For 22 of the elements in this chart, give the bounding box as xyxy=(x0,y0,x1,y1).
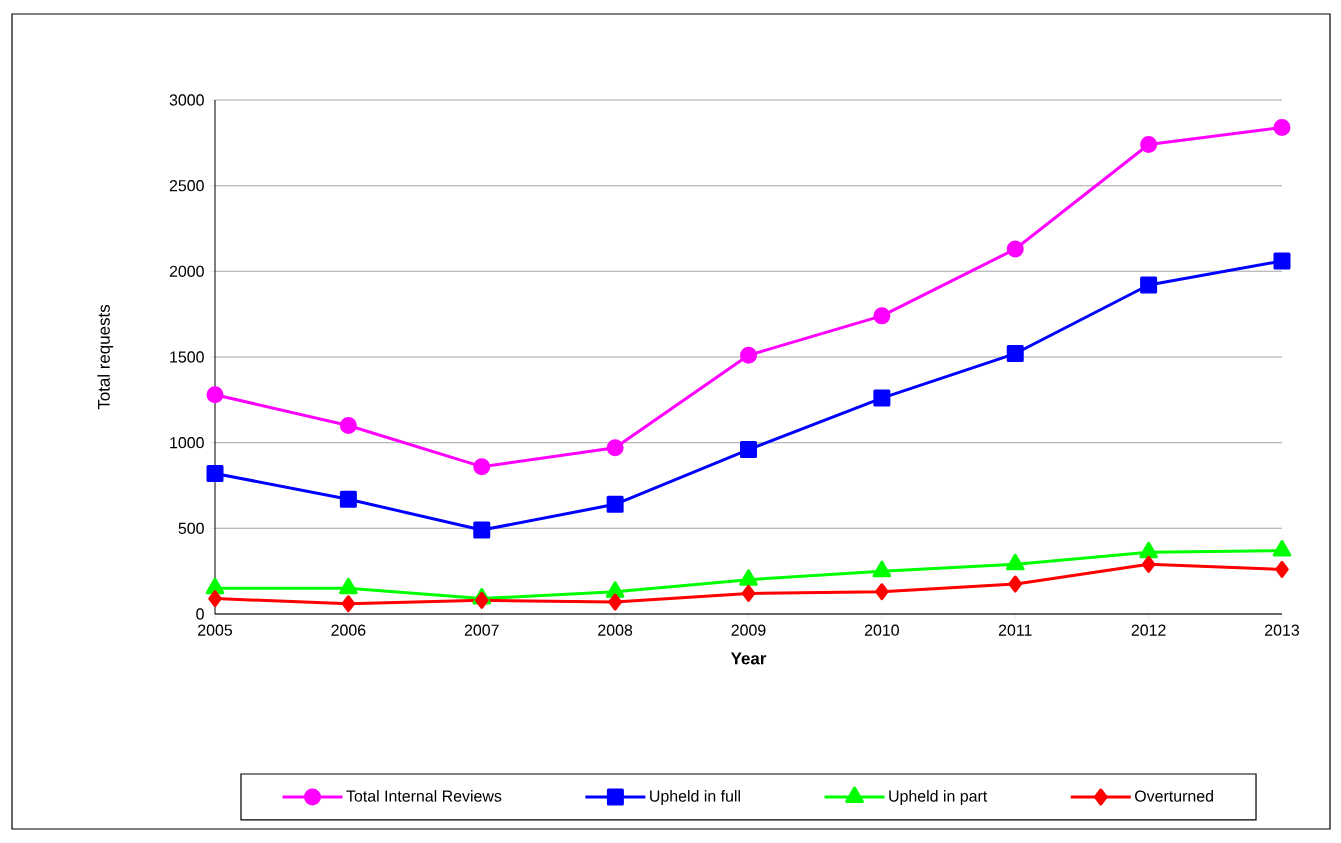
x-tick-label: 2008 xyxy=(598,624,633,636)
y-tick-label: 2500 xyxy=(169,180,204,192)
x-axis-title: Year xyxy=(730,652,767,665)
x-tick-label: 2007 xyxy=(464,624,499,636)
y-tick-label: 500 xyxy=(178,522,204,534)
legend-label: Upheld in part xyxy=(889,790,988,805)
y-tick-label: 3000 xyxy=(169,94,204,106)
x-tick-label: 2009 xyxy=(731,624,766,636)
legend-label: Total Internal Reviews xyxy=(346,790,502,802)
legend-label: Upheld in full xyxy=(650,790,740,805)
x-tick-label: 2005 xyxy=(198,624,233,636)
x-tick-label: 2011 xyxy=(998,624,1032,636)
legend-label: Overturned xyxy=(1135,790,1213,802)
x-tick-label: 2012 xyxy=(1131,624,1166,636)
y-tick-label: 1500 xyxy=(170,351,204,363)
y-tick-label: 2000 xyxy=(169,265,204,277)
y-axis-title: Total requests xyxy=(97,304,114,410)
x-tick-label: 2013 xyxy=(1265,624,1300,636)
x-tick-label: 2010 xyxy=(864,624,899,636)
y-tick-label: 1000 xyxy=(170,437,204,449)
x-tick-label: 2006 xyxy=(331,624,366,636)
y-tick-label: 0 xyxy=(196,608,204,620)
